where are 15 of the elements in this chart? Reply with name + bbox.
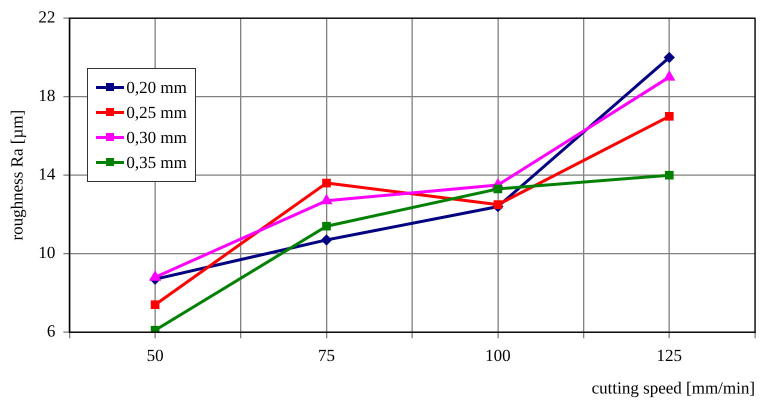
y-tick-label: 18 xyxy=(38,86,56,106)
x-tick-label: 75 xyxy=(318,346,335,365)
legend-label: 0,25 mm xyxy=(126,102,187,124)
y-tick-label: 22 xyxy=(38,8,56,27)
y-tick-label: 14 xyxy=(38,164,56,184)
y-tick-label: 10 xyxy=(38,243,56,262)
y-axis-title: roughness Ra [µm] xyxy=(8,110,27,241)
y-tick-label: 6 xyxy=(46,322,56,341)
x-axis-title: cutting speed [mm/min] xyxy=(592,378,755,398)
x-tick-label: 50 xyxy=(146,346,164,365)
x-tick-label: 100 xyxy=(485,346,511,365)
x-tick-label: 125 xyxy=(656,346,682,365)
legend-label: 0,30 mm xyxy=(126,127,187,150)
legend-label: 0,35 mm xyxy=(126,152,187,174)
legend-label: 0,20 mm xyxy=(126,77,187,100)
